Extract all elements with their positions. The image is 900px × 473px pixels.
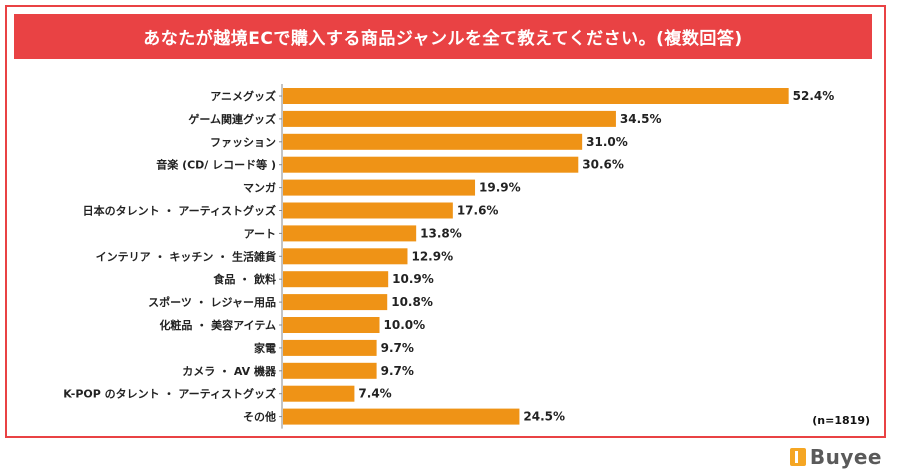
value-label: 9.7% xyxy=(381,341,414,355)
category-label: アニメグッズ xyxy=(210,89,276,103)
category-label: その他 xyxy=(243,410,276,424)
value-label: 10.9% xyxy=(392,272,434,286)
chart-title: あなたが越境ECで購入する商品ジャンルを全て教えてください。(複数回答) xyxy=(14,14,872,59)
value-label: 52.4% xyxy=(793,89,835,103)
value-label: 7.4% xyxy=(358,387,391,401)
category-label: インテリア ・ キッチン ・ 生活雑貨 xyxy=(96,249,276,263)
value-label: 10.0% xyxy=(384,318,426,332)
brand-name: Buyee xyxy=(809,445,882,469)
value-label: 30.6% xyxy=(582,158,624,172)
bar xyxy=(283,408,520,425)
bar xyxy=(283,225,417,242)
bar xyxy=(283,362,377,379)
value-label: 19.9% xyxy=(479,181,521,195)
category-label: マンガ xyxy=(243,181,276,195)
category-label: 日本のタレント ・ アーティストグッズ xyxy=(83,204,276,218)
chart-frame xyxy=(5,5,886,438)
bar xyxy=(283,179,476,196)
bar xyxy=(283,317,380,333)
value-label: 24.5% xyxy=(523,410,565,424)
category-label: ゲーム関連グッズ xyxy=(188,112,276,126)
sample-size-note: (n=1819) xyxy=(812,414,870,427)
category-label: カメラ ・ AV 機器 xyxy=(182,364,277,378)
value-label: 10.8% xyxy=(391,295,433,309)
value-label: 17.6% xyxy=(457,204,499,218)
bar xyxy=(283,110,616,127)
bar xyxy=(283,88,789,104)
bar xyxy=(283,133,583,150)
value-label: 13.8% xyxy=(420,226,462,240)
value-label: 9.7% xyxy=(381,364,414,378)
category-label: スポーツ ・ レジャー用品 xyxy=(148,295,276,309)
bag-icon xyxy=(789,448,806,466)
category-label: 家電 xyxy=(254,341,276,355)
category-label: 化粧品 ・ 美容アイテム xyxy=(159,318,276,332)
value-label: 34.5% xyxy=(620,112,662,126)
bar xyxy=(283,248,408,265)
bar xyxy=(283,385,355,402)
bar xyxy=(283,202,453,219)
category-label: アート xyxy=(244,227,276,240)
bar xyxy=(283,294,388,311)
bar xyxy=(283,271,389,288)
bar xyxy=(283,156,579,173)
category-label: 食品 ・ 飲料 xyxy=(213,272,276,286)
bar xyxy=(283,339,377,356)
brand-logo: Buyee xyxy=(789,445,882,469)
value-label: 12.9% xyxy=(411,249,453,263)
category-label: K-POP のタレント ・ アーティストグッズ xyxy=(63,387,276,401)
category-label: 音楽 (CD/ レコード等 ) xyxy=(156,158,276,172)
value-label: 31.0% xyxy=(586,135,628,149)
category-label: ファッション xyxy=(210,136,276,149)
